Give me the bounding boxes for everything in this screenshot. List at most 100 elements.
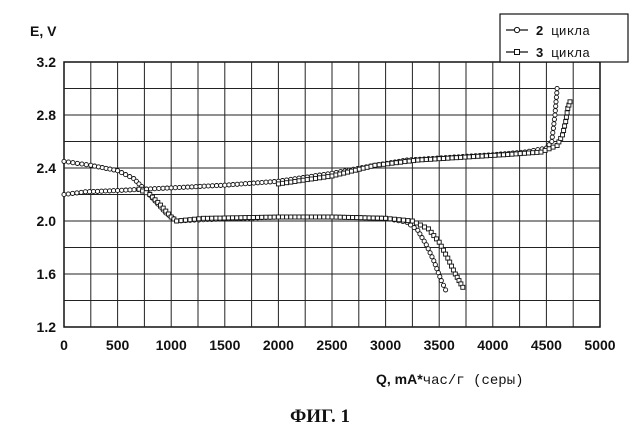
series-2-point xyxy=(177,185,181,189)
series-3-discharge-line xyxy=(139,189,463,287)
series-3-point xyxy=(502,153,506,157)
series-2-point xyxy=(66,192,70,196)
series-3-point xyxy=(293,215,297,219)
series-3-point xyxy=(346,170,350,174)
series-3-point xyxy=(386,162,390,166)
series-3-point xyxy=(357,167,361,171)
series-3-point xyxy=(342,215,346,219)
series-2-point xyxy=(149,187,153,191)
series-3-point xyxy=(301,215,305,219)
x-tick-label: 5000 xyxy=(584,337,615,353)
series-2-point xyxy=(169,186,173,190)
series-3-point xyxy=(437,157,441,161)
series-3-point xyxy=(407,159,411,163)
series-3-point xyxy=(527,151,531,155)
series-3-charge-line xyxy=(278,102,570,184)
series-2-point xyxy=(555,91,559,95)
x-tick-label: 2000 xyxy=(263,337,294,353)
series-3-point xyxy=(539,150,543,154)
x-tick-label: 0 xyxy=(60,337,68,353)
legend-label-3: цикла xyxy=(551,46,590,61)
x-axis-label-unit: час/г (серы) xyxy=(423,373,524,389)
series-2-point xyxy=(552,117,556,121)
series-2-point xyxy=(194,185,198,189)
series-3-point xyxy=(412,159,416,163)
series-3-point xyxy=(314,176,318,180)
series-3-point xyxy=(338,172,342,176)
series-2-point xyxy=(553,109,557,113)
series-2-point xyxy=(441,283,445,287)
legend-num-3: 3 xyxy=(536,45,543,60)
series-2-point xyxy=(182,185,186,189)
series-3-point xyxy=(322,215,326,219)
x-tick-label: 3000 xyxy=(370,337,401,353)
series-3-point xyxy=(564,115,568,119)
series-3-point xyxy=(289,215,293,219)
series-3-point xyxy=(206,216,210,220)
y-tick-labels: 1.21.62.02.42.83.2 xyxy=(37,54,57,335)
series-2-point xyxy=(550,135,554,139)
series-3-point xyxy=(184,218,188,222)
series-2-point xyxy=(75,161,79,165)
series-2-point xyxy=(62,159,66,163)
series-3-point xyxy=(301,178,305,182)
series-3-point xyxy=(334,215,338,219)
series-3-point xyxy=(359,216,363,220)
series-3-point xyxy=(309,215,313,219)
series-3-point xyxy=(388,217,392,221)
series-3-point xyxy=(463,155,467,159)
series-2-point xyxy=(235,182,239,186)
series-3-point xyxy=(461,285,465,289)
series-3-point xyxy=(429,157,433,161)
series-2-point xyxy=(554,95,558,99)
series-3-point xyxy=(562,129,566,133)
series-2-point xyxy=(256,181,260,185)
series-2-point xyxy=(239,182,243,186)
series-3-point xyxy=(397,218,401,222)
series-2-point xyxy=(71,161,75,165)
series-3-point xyxy=(437,240,441,244)
series-3-point xyxy=(256,215,260,219)
series-3-point xyxy=(442,248,446,252)
series-2-point xyxy=(272,180,276,184)
series-2-point xyxy=(439,279,443,283)
series-3-point xyxy=(522,151,526,155)
series-3-point xyxy=(393,217,397,221)
series-3-point xyxy=(371,216,375,220)
series-3-point xyxy=(423,225,427,229)
series-3-point xyxy=(375,216,379,220)
series-3-point xyxy=(563,124,567,128)
series-2-point xyxy=(120,171,124,175)
series-3-point xyxy=(214,216,218,220)
series-2-point xyxy=(128,175,132,179)
series-3-point xyxy=(367,216,371,220)
series-3-point xyxy=(201,216,205,220)
series-2-point xyxy=(223,183,227,187)
series-3-point xyxy=(347,215,351,219)
series-2-point xyxy=(161,186,165,190)
series-2-point xyxy=(424,243,428,247)
series-3-point xyxy=(531,151,535,155)
series-3-point xyxy=(561,133,565,137)
series-3-point xyxy=(330,174,334,178)
series-2-point xyxy=(260,180,264,184)
series-3-point xyxy=(289,180,293,184)
series-3-point xyxy=(403,160,407,164)
series-2-point xyxy=(215,184,219,188)
series-2-point xyxy=(554,104,558,108)
series-3-point xyxy=(192,217,196,221)
series-2-point xyxy=(268,180,272,184)
x-tick-label: 1500 xyxy=(209,337,240,353)
y-tick-label: 1.2 xyxy=(37,319,57,335)
series-3-point xyxy=(235,216,239,220)
series-3-point xyxy=(197,217,201,221)
series-2-point xyxy=(198,184,202,188)
series-3-point xyxy=(353,168,357,172)
series-2-point xyxy=(426,247,430,251)
series-3-point xyxy=(338,215,342,219)
series-2-point xyxy=(116,169,120,173)
legend-marker-square xyxy=(515,50,520,55)
series-3-point xyxy=(450,264,454,268)
series-3-point xyxy=(326,175,330,179)
series-3-point xyxy=(450,156,454,160)
